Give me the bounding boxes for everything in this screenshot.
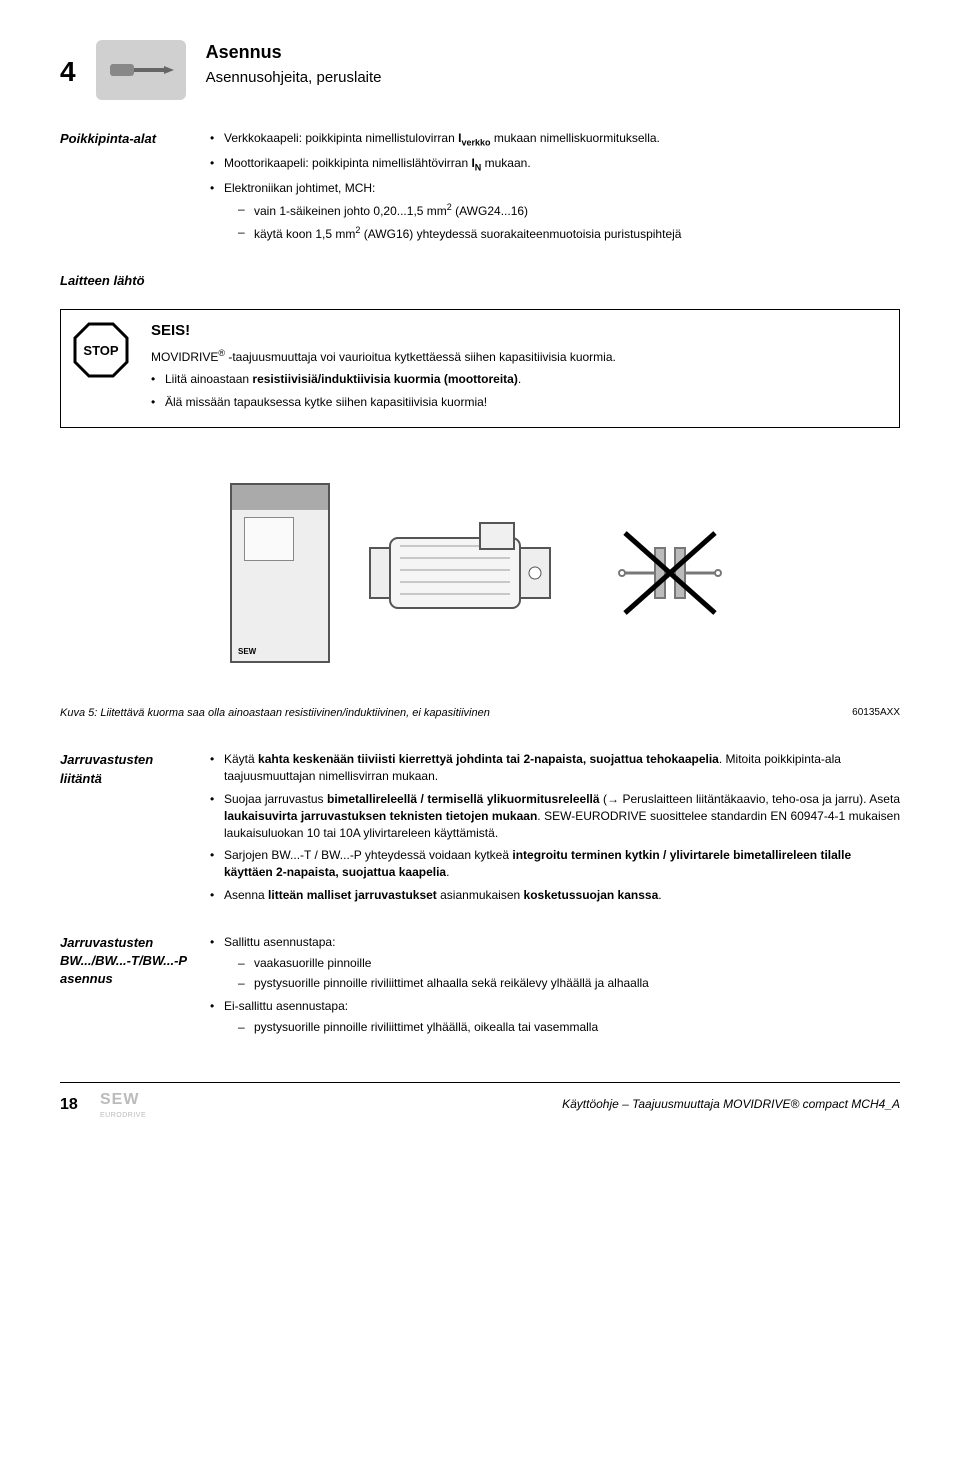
list-item: Verkkokaapeli: poikkipinta nimellistulov…: [210, 130, 900, 149]
svg-text:STOP: STOP: [83, 343, 118, 358]
list-item: vain 1-säikeinen johto 0,20...1,5 mm2 (A…: [224, 201, 900, 220]
section-lahto: Laitteen lähtö: [60, 272, 900, 290]
list-item: Sarjojen BW...-T / BW...-P yhteydessä vo…: [210, 847, 900, 881]
section-body: Verkkokaapeli: poikkipinta nimellistulov…: [210, 130, 900, 248]
list-item: Ei-sallittu asennustapa: pystysuorille p…: [210, 998, 900, 1036]
stop-content: SEIS! MOVIDRIVE® -taajuusmuuttaja voi va…: [141, 309, 900, 427]
list-item: käytä koon 1,5 mm2 (AWG16) yhteydessä su…: [224, 224, 900, 243]
screwdriver-icon: [96, 40, 186, 100]
stop-heading: SEIS!: [151, 320, 889, 341]
figure-code: 60135AXX: [852, 706, 900, 720]
drive-unit-icon: [230, 483, 330, 663]
section-label: Laitteen lähtö: [60, 272, 900, 290]
figure-caption: Kuva 5: Liitettävä kuorma saa olla ainoa…: [60, 706, 900, 721]
list-item: Sallittu asennustapa: vaakasuorille pinn…: [210, 934, 900, 992]
list-item: pystysuorille pinnoille riviliittimet al…: [224, 975, 900, 992]
page-title: Asennus: [206, 40, 382, 65]
sew-logo: SEW EURODRIVE: [100, 1089, 190, 1121]
page-header: 4 Asennus Asennusohjeita, peruslaite: [60, 0, 900, 100]
figure: [60, 448, 900, 698]
section-body: Käytä kahta keskenään tiiviisti kierrett…: [210, 751, 900, 909]
list-item: Asenna litteän malliset jarruvastukset a…: [210, 887, 900, 904]
list-item: Liitä ainoastaan resistiivisiä/induktiiv…: [151, 371, 889, 388]
chapter-number: 4: [60, 40, 76, 91]
section-label: Jarruvastusten BW.../BW...-T/BW...-P ase…: [60, 934, 210, 1042]
page-number: 18: [60, 1094, 100, 1116]
section-jarru-asennus: Jarruvastusten BW.../BW...-T/BW...-P ase…: [60, 934, 900, 1042]
stop-icon: STOP: [71, 320, 131, 380]
list-item: Älä missään tapauksessa kytke siihen kap…: [151, 394, 889, 411]
section-label: Jarruvastusten liitäntä: [60, 751, 210, 909]
list-item: Suojaa jarruvastus bimetallireleellä / t…: [210, 791, 900, 841]
footer-doc-title: Käyttöohje – Taajuusmuuttaja MOVIDRIVE® …: [190, 1096, 900, 1113]
header-titles: Asennus Asennusohjeita, peruslaite: [206, 40, 382, 88]
capacitor-crossed-icon: [610, 518, 730, 628]
list-item: Käytä kahta keskenään tiiviisti kierrett…: [210, 751, 900, 785]
stop-box: STOP SEIS! MOVIDRIVE® -taajuusmuuttaja v…: [60, 309, 900, 428]
section-label: Poikkipinta-alat: [60, 130, 210, 248]
list-item: Elektroniikan johtimet, MCH: vain 1-säik…: [210, 180, 900, 242]
list-item: vaakasuorille pinnoille: [224, 955, 900, 972]
page-footer: 18 SEW EURODRIVE Käyttöohje – Taajuusmuu…: [60, 1082, 900, 1121]
stop-text: MOVIDRIVE® -taajuusmuuttaja voi vaurioit…: [151, 347, 889, 366]
page-subtitle: Asennusohjeita, peruslaite: [206, 67, 382, 88]
list-item: pystysuorille pinnoille riviliittimet yl…: [224, 1019, 900, 1036]
section-poikkipinta: Poikkipinta-alat Verkkokaapeli: poikkipi…: [60, 130, 900, 248]
section-body: Sallittu asennustapa: vaakasuorille pinn…: [210, 934, 900, 1042]
section-jarru-liitanta: Jarruvastusten liitäntä Käytä kahta kesk…: [60, 751, 900, 909]
list-item: Moottorikaapeli: poikkipinta nimellisläh…: [210, 155, 900, 174]
motor-icon: [360, 518, 580, 628]
